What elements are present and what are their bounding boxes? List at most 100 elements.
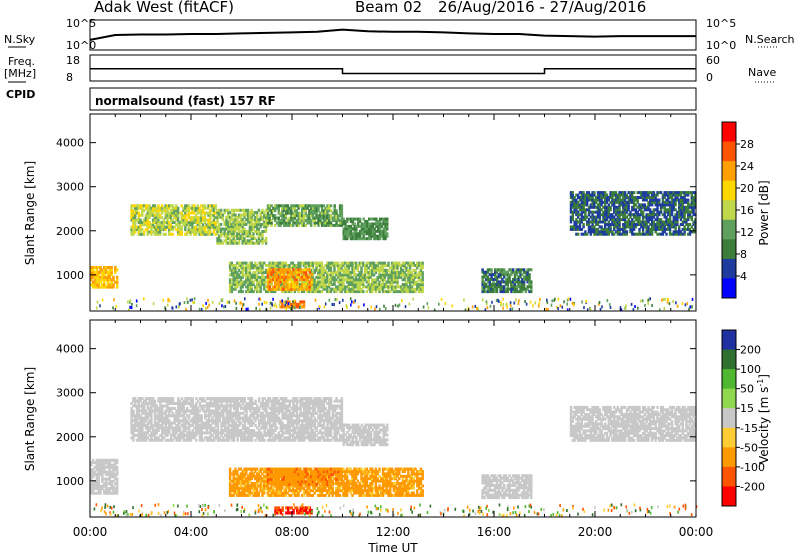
scatter-cell [575, 208, 578, 212]
noise-cell [186, 297, 188, 301]
scatter-cell [180, 419, 184, 423]
scatter-cell [281, 268, 284, 272]
scatter-cell [202, 421, 205, 425]
scatter-cell [283, 273, 286, 277]
scatter-cell [279, 219, 282, 222]
scatter-cell [186, 399, 189, 403]
scatter-cell [324, 216, 327, 220]
scatter-cell [654, 223, 657, 226]
scatter-cell [656, 218, 659, 222]
scatter-cell [284, 216, 288, 220]
scatter-cell [640, 193, 643, 197]
scatter-cell [575, 203, 578, 207]
scatter-cell [665, 191, 668, 195]
scatter-cell [184, 211, 187, 215]
scatter-cell [175, 402, 178, 405]
noise-cell [175, 305, 178, 309]
scatter-cell [394, 278, 397, 282]
scatter-cell [173, 426, 176, 430]
scatter-cell [284, 275, 288, 279]
scatter-cell [396, 285, 399, 289]
scatter-cell [135, 433, 139, 437]
scatter-cell [634, 198, 638, 202]
scatter-cell [412, 287, 415, 291]
scatter-cell [605, 227, 609, 231]
scatter-cell [369, 268, 372, 272]
scatter-cell [306, 216, 309, 220]
scatter-cell [299, 278, 302, 281]
scatter-cell [148, 213, 151, 217]
scatter-cell [268, 287, 271, 291]
scatter-cell [488, 285, 491, 289]
scatter-cell [239, 285, 243, 289]
noise-cell [384, 307, 387, 311]
scatter-cell [515, 277, 518, 281]
scatter-cell [189, 221, 192, 224]
scatter-cell [201, 228, 205, 232]
scatter-cell [408, 290, 412, 294]
scatter-cell [257, 237, 261, 240]
scatter-cell [93, 465, 97, 469]
scatter-cell [596, 223, 600, 226]
scatter-cell [356, 268, 360, 272]
scatter-cell [99, 268, 102, 272]
scatter-cell [239, 225, 243, 229]
scatter-cell [103, 280, 106, 284]
scatter-cell [663, 205, 666, 209]
scatter-cell [688, 227, 692, 231]
scatter-cell [319, 216, 322, 220]
noise-cell [474, 304, 477, 308]
scatter-cell [263, 229, 266, 233]
scatter-cell [623, 227, 627, 231]
scatter-cell [153, 421, 157, 425]
scatter-cell [153, 436, 157, 440]
scatter-cell [134, 433, 137, 437]
scatter-cell [623, 213, 627, 217]
scatter-cell [506, 287, 509, 291]
scatter-cell [93, 461, 97, 465]
scatter-cell [279, 273, 282, 277]
scatter-cell [168, 397, 171, 401]
scatter-cell [692, 213, 695, 217]
noise-cell [394, 303, 397, 307]
scatter-cell [185, 232, 189, 236]
scatter-cell [378, 220, 382, 223]
scatter-cell [97, 487, 100, 490]
scatter-cell [295, 275, 299, 279]
scatter-cell [166, 433, 169, 437]
scatter-cell [326, 264, 329, 267]
scatter-cell [277, 219, 280, 222]
scatter-cell [371, 229, 374, 233]
scatter-cell [234, 268, 237, 272]
scatter-cell [184, 416, 187, 420]
scatter-cell [275, 280, 279, 284]
scatter-cell [656, 200, 659, 204]
scatter-cell [481, 270, 484, 274]
scatter-cell [381, 271, 385, 275]
scatter-cell [313, 290, 316, 294]
scatter-cell [310, 280, 313, 284]
scatter-cell [634, 218, 638, 222]
scatter-cell [622, 198, 625, 202]
scatter-cell [381, 283, 385, 286]
scatter-cell [292, 280, 295, 284]
scatter-cell [189, 211, 192, 215]
noise-cell [282, 305, 285, 309]
scatter-cell [384, 224, 387, 228]
scatter-cell [264, 239, 268, 243]
scatter-cell [255, 215, 259, 219]
scatter-cell [225, 208, 228, 212]
scatter-cell [160, 204, 164, 208]
scatter-cell [577, 232, 580, 236]
scatter-cell [620, 227, 623, 231]
scatter-cell [168, 424, 171, 428]
scatter-cell [501, 277, 504, 281]
scatter-cell [589, 230, 592, 234]
scatter-cell [678, 213, 681, 217]
scatter-cell [248, 271, 252, 275]
scatter-cell [336, 264, 340, 267]
scatter-cell [130, 204, 133, 208]
scatter-cell [366, 222, 369, 226]
scatter-cell [302, 204, 306, 208]
scatter-cell [99, 470, 102, 474]
